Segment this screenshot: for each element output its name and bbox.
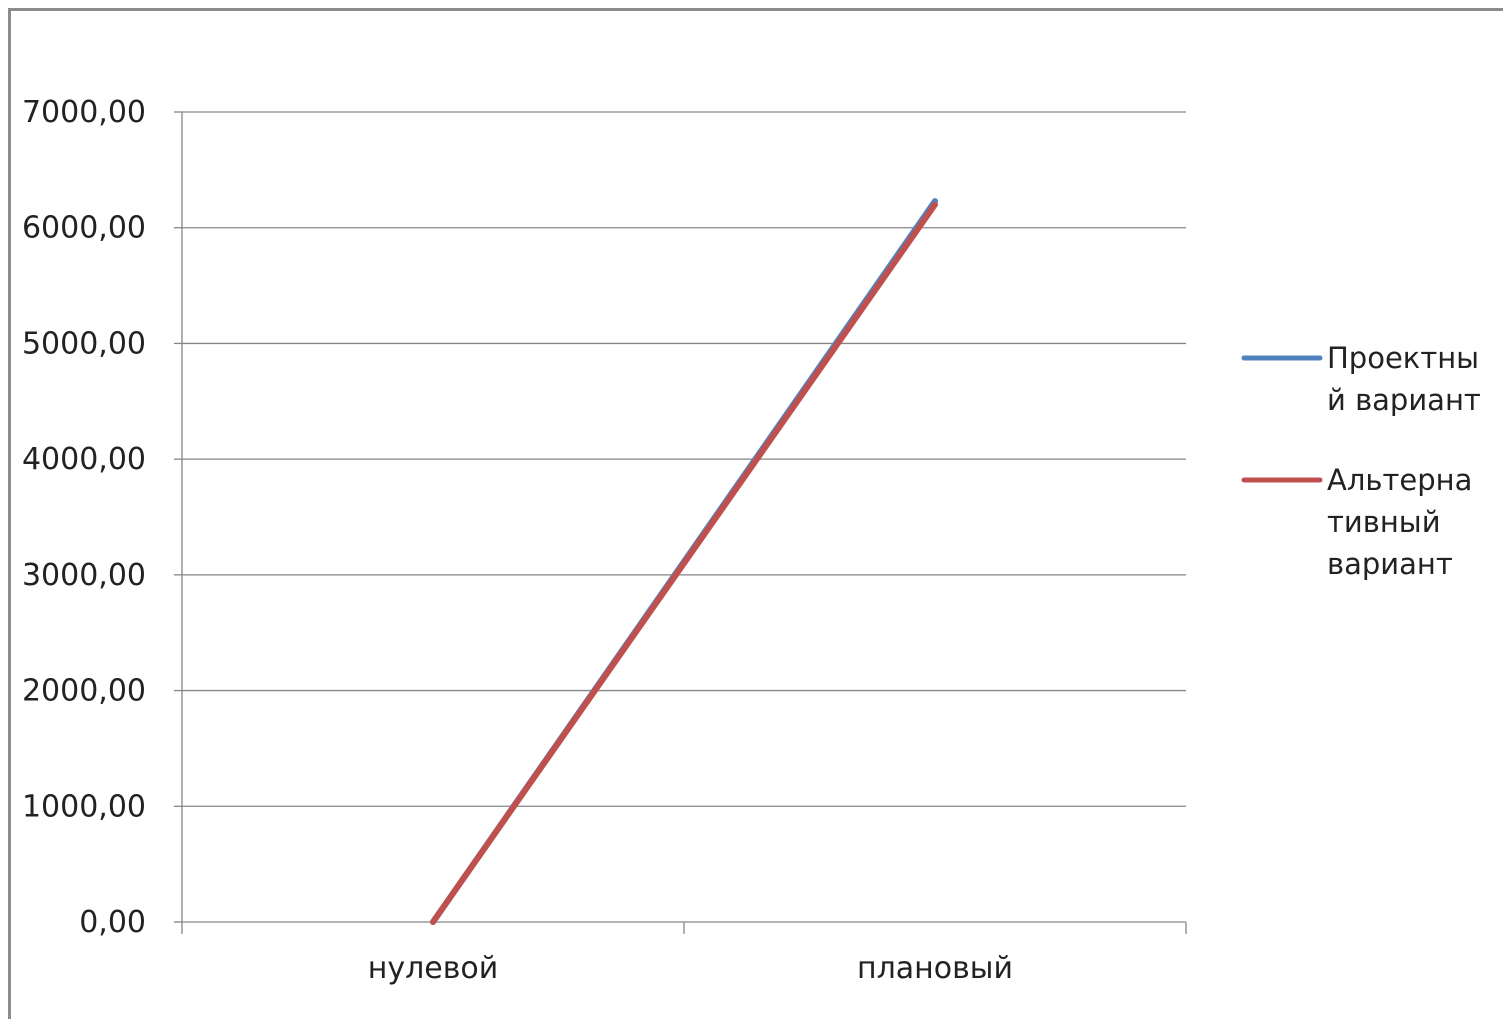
x-axis: нулевой плановый [181, 921, 1187, 986]
gridlines [182, 111, 1186, 807]
y-tick-label: 2000,00 [22, 674, 146, 709]
series-line-2 [430, 201, 938, 925]
y-axis: 0,00 1000,00 2000,00 3000,00 4000,00 5000,00 6… [22, 95, 183, 940]
y-tick-label: 5000,00 [22, 326, 146, 361]
legend-label: й вариант [1327, 383, 1481, 417]
legend-label: Альтерна [1327, 463, 1472, 497]
legend-label: тивный [1327, 505, 1441, 539]
x-tick-label: плановый [857, 951, 1013, 986]
y-tick-label: 3000,00 [22, 558, 146, 593]
y-tick-label: 4000,00 [22, 442, 146, 477]
legend-label: Проектны [1327, 341, 1479, 375]
legend: Проектны й вариант Альтерна тивный вариант [1241, 341, 1481, 581]
legend-label: вариант [1327, 547, 1453, 581]
y-tick-label: 7000,00 [22, 95, 146, 130]
series-lines [430, 198, 938, 925]
y-tick-label: 0,00 [79, 905, 146, 940]
chart-frame [8, 8, 1503, 1019]
x-tick-label: нулевой [368, 951, 499, 986]
y-tick-label: 6000,00 [22, 211, 146, 246]
y-tick-label: 1000,00 [22, 789, 146, 824]
